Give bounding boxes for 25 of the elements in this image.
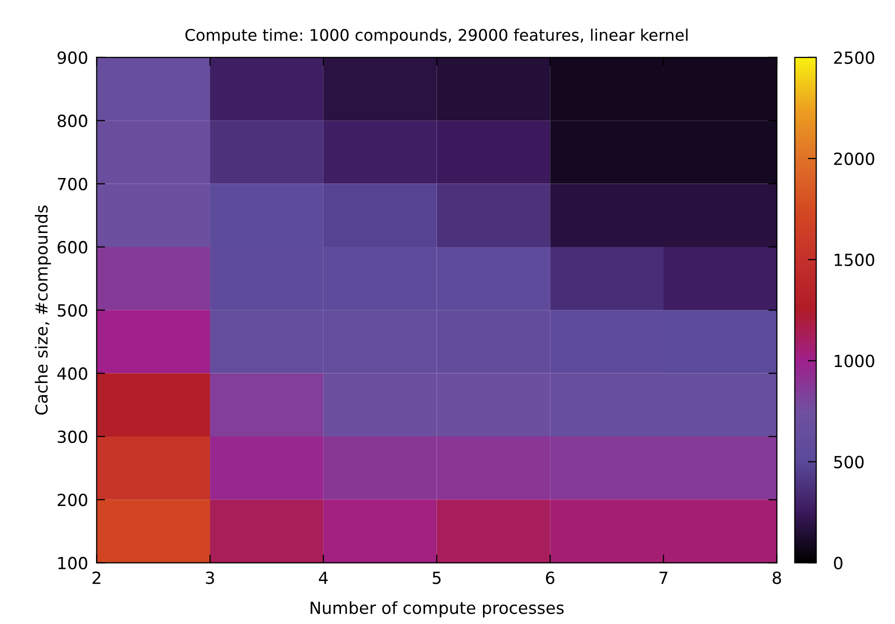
y-tick-label: 500 — [58, 304, 88, 317]
y-tick-label: 700 — [58, 178, 88, 190]
y-axis-title: Cache size, #compounds — [34, 206, 51, 415]
x-tick-label: 8 — [772, 571, 782, 584]
chart-title: Compute time: 1000 compounds, 29000 features, linear kernel — [185, 28, 688, 44]
color-bar-label: 2000 — [834, 152, 874, 166]
color-bar-label: 1500 — [834, 254, 874, 266]
y-tick-label: 200 — [58, 494, 88, 506]
x-axis-title: Number of compute processes — [310, 601, 564, 618]
y-tick-label: 300 — [58, 430, 88, 444]
color-bar-label: 0 — [834, 556, 842, 570]
x-tick-label: 3 — [206, 571, 214, 584]
y-tick-label: 800 — [58, 114, 88, 128]
color-bar-label: 500 — [834, 456, 864, 468]
color-bar-label: 2500 — [834, 51, 874, 64]
y-tick-label: 600 — [58, 240, 88, 254]
x-tick-label: 4 — [318, 572, 328, 584]
color-bar-label: 1000 — [834, 354, 874, 368]
y-tick-label: 900 — [58, 51, 88, 64]
y-tick-label: 400 — [57, 367, 88, 380]
x-tick-label: 6 — [546, 571, 554, 584]
x-tick-label: 2 — [92, 571, 100, 584]
y-tick-label: 100 — [58, 556, 88, 570]
x-tick-label: 5 — [432, 572, 441, 584]
x-tick-label: 7 — [660, 572, 668, 584]
